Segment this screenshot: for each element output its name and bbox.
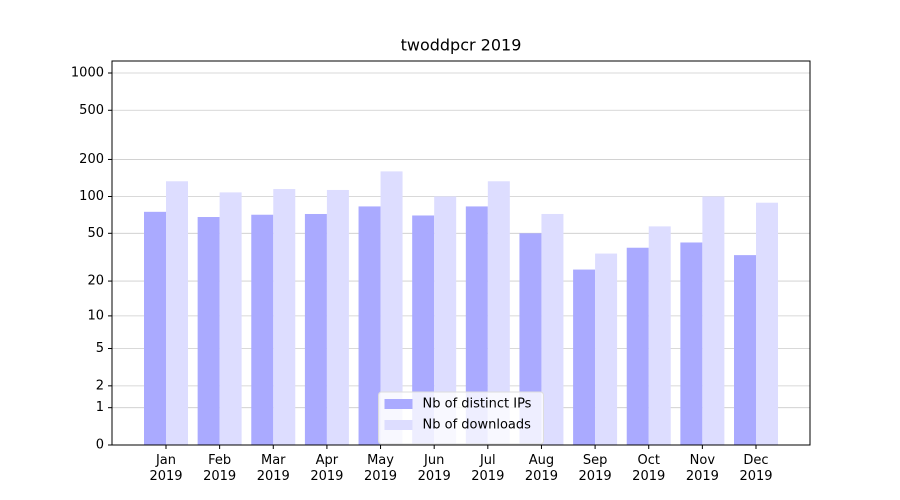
y-tick-label: 5	[96, 341, 104, 356]
bar	[648, 226, 671, 445]
y-tick-label: 2	[96, 378, 104, 393]
x-tick-label: May 2019	[363, 453, 398, 484]
y-tick-label: 200	[79, 152, 104, 167]
y-tick-label: 10	[87, 308, 104, 323]
bar	[166, 181, 188, 445]
bar	[326, 189, 349, 445]
bar	[251, 214, 274, 445]
bar	[626, 247, 649, 445]
x-tick-label: Jun 2019	[417, 453, 451, 484]
x-tick-label: Dec 2019	[739, 453, 773, 484]
legend: Nb of distinct IPs Nb of downloads	[378, 391, 544, 445]
x-tick-label: Jul 2019	[471, 453, 505, 484]
y-tick-label: 20	[87, 274, 104, 289]
bar	[273, 189, 296, 445]
y-tick-label: 0	[96, 438, 104, 453]
bar	[702, 196, 725, 445]
legend-swatch	[384, 420, 413, 430]
bar	[144, 211, 166, 445]
legend-label: Nb of distinct IPs	[423, 397, 532, 412]
bar	[573, 269, 596, 445]
legend-swatch	[384, 399, 413, 409]
bar	[219, 192, 242, 445]
y-tick-label: 500	[79, 103, 104, 118]
x-tick-label: Feb 2019	[203, 453, 237, 484]
x-tick-label: Apr 2019	[310, 453, 344, 484]
bar	[487, 181, 510, 445]
y-tick-label: 1	[96, 400, 104, 415]
bar	[197, 217, 220, 445]
legend-label: Nb of downloads	[423, 418, 532, 433]
x-tick-label: Aug 2019	[524, 453, 558, 484]
bar	[380, 171, 403, 445]
x-tick-label: Nov 2019	[685, 453, 719, 484]
y-tick-label: 1000	[71, 66, 104, 81]
plot-frame	[111, 60, 811, 446]
x-tick-label: Mar 2019	[256, 453, 290, 484]
bar	[358, 206, 381, 445]
bar	[541, 213, 564, 445]
y-tick-label: 50	[87, 226, 104, 241]
legend-box	[378, 391, 544, 445]
bar	[756, 202, 778, 445]
bar	[680, 242, 703, 445]
y-tick-label: 100	[79, 189, 104, 204]
chart-title: twoddpcr 2019	[401, 36, 522, 55]
bar	[734, 255, 756, 445]
bar	[412, 215, 435, 445]
bar	[465, 206, 488, 445]
bar	[595, 253, 618, 445]
x-tick-label: Sep 2019	[578, 453, 612, 484]
x-tick-label: Oct 2019	[632, 453, 666, 484]
x-tick-label: Jan 2019	[149, 453, 183, 484]
bar	[304, 213, 327, 445]
bar	[434, 196, 457, 445]
